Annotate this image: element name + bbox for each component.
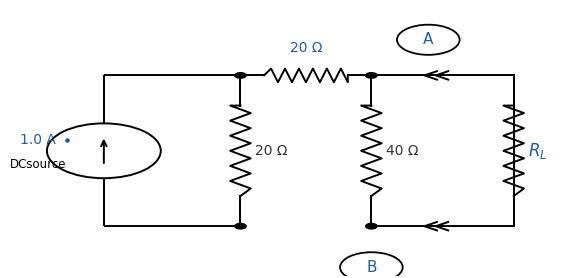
Text: 1.0 A: 1.0 A [21, 133, 56, 147]
Text: 40 Ω: 40 Ω [386, 144, 418, 158]
Circle shape [366, 73, 377, 78]
Text: DCsource: DCsource [10, 158, 67, 171]
Text: B: B [366, 260, 376, 275]
Text: $R_L$: $R_L$ [528, 141, 547, 161]
Text: 20 Ω: 20 Ω [289, 41, 322, 55]
Circle shape [235, 224, 246, 229]
Circle shape [366, 224, 377, 229]
Text: A: A [423, 32, 434, 47]
Text: 20 Ω: 20 Ω [255, 144, 287, 158]
Circle shape [235, 73, 246, 78]
